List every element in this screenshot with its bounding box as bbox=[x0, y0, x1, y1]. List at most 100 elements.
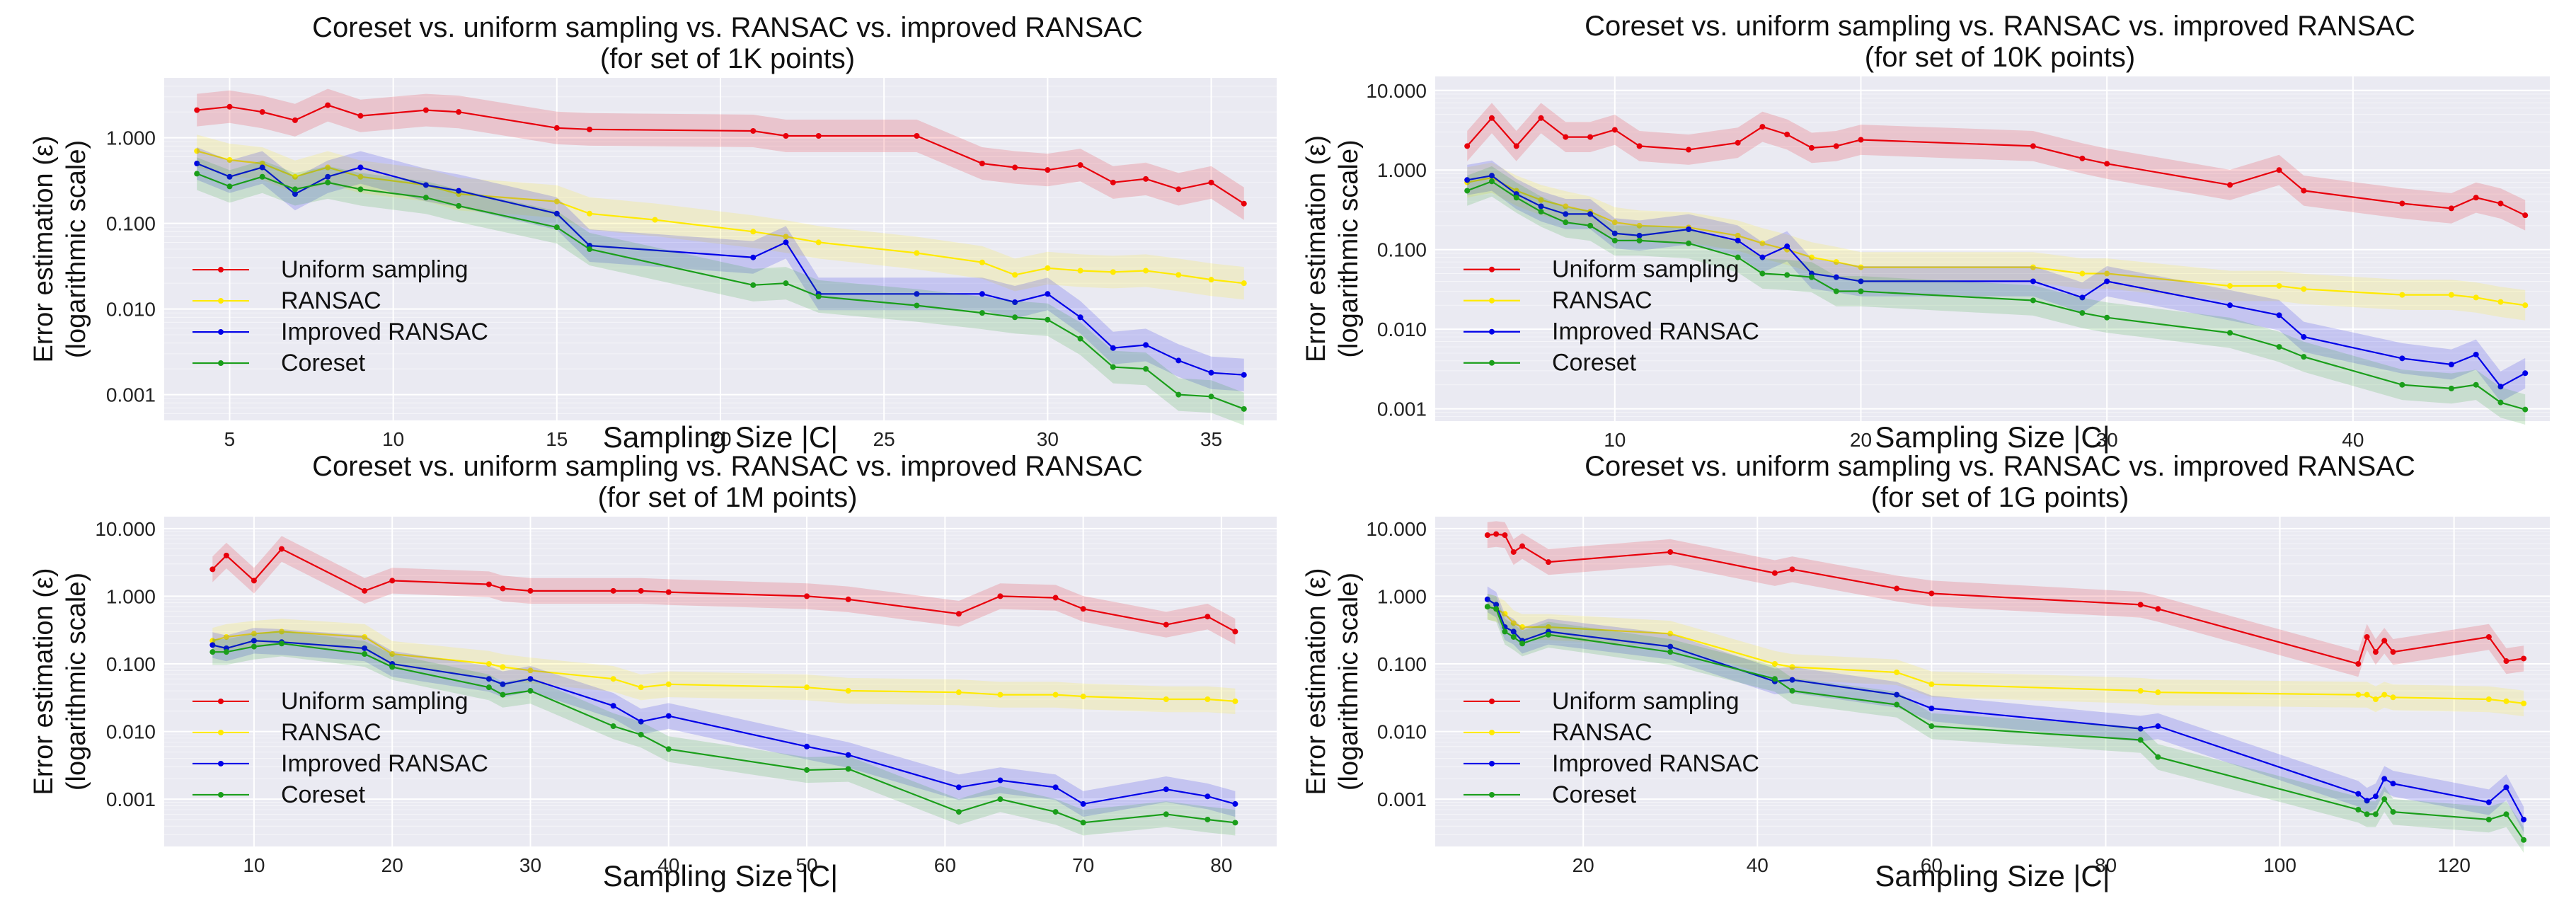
point-improved-ransac bbox=[2497, 384, 2504, 390]
point-coreset bbox=[2521, 837, 2527, 843]
point-improved-ransac bbox=[2448, 362, 2454, 368]
point-ransac bbox=[2137, 688, 2144, 694]
point-ransac bbox=[1232, 698, 1238, 704]
point-coreset bbox=[278, 641, 284, 647]
point-coreset bbox=[553, 224, 560, 231]
point-coreset bbox=[1502, 628, 1508, 635]
point-coreset bbox=[1488, 178, 1495, 185]
point-improved-ransac bbox=[750, 254, 757, 260]
point-uniform-sampling bbox=[251, 578, 257, 584]
point-improved-ransac bbox=[845, 752, 851, 758]
point-ransac bbox=[1175, 272, 1182, 278]
point-ransac bbox=[1545, 624, 1551, 631]
point-uniform-sampling bbox=[2473, 195, 2479, 201]
point-improved-ransac bbox=[2276, 312, 2282, 318]
point-uniform-sampling bbox=[209, 566, 216, 573]
x-tick-label: 30 bbox=[519, 854, 541, 876]
point-improved-ransac bbox=[2522, 370, 2529, 377]
legend: Uniform sampling RANSAC Improved RANSAC Cor… bbox=[192, 256, 488, 377]
legend: Uniform sampling RANSAC Improved RANSAC Cor… bbox=[1464, 688, 1759, 808]
point-uniform-sampling bbox=[845, 596, 851, 602]
point-ransac bbox=[1519, 624, 1526, 631]
point-uniform-sampling bbox=[914, 133, 920, 139]
point-improved-ransac bbox=[1789, 677, 1795, 683]
point-coreset bbox=[2485, 816, 2492, 822]
point-uniform-sampling bbox=[1686, 147, 1692, 153]
point-ransac bbox=[2497, 299, 2504, 305]
plot-area bbox=[164, 517, 1277, 846]
point-coreset bbox=[955, 809, 962, 815]
point-coreset bbox=[223, 649, 229, 655]
series-uniform-sampling bbox=[1464, 103, 2529, 231]
x-tick-label: 40 bbox=[2342, 429, 2364, 451]
confidence-band-uniform-sampling bbox=[1467, 103, 2526, 231]
series-coreset bbox=[209, 631, 1238, 836]
legend-label-ransac: RANSAC bbox=[1552, 287, 1652, 314]
point-ransac bbox=[1077, 268, 1083, 274]
point-uniform-sampling bbox=[1204, 614, 1211, 620]
point-coreset bbox=[2355, 806, 2362, 812]
point-improved-ransac bbox=[226, 173, 233, 180]
point-uniform-sampling bbox=[2521, 655, 2527, 662]
point-ransac bbox=[1163, 696, 1169, 702]
point-uniform-sampling bbox=[1928, 590, 1935, 597]
point-uniform-sampling bbox=[1513, 143, 1519, 149]
point-ransac bbox=[2364, 691, 2370, 698]
legend-marker-ransac bbox=[218, 729, 224, 735]
point-uniform-sampling bbox=[2137, 602, 2144, 608]
point-improved-ransac bbox=[1759, 254, 1766, 260]
point-improved-ransac bbox=[638, 718, 644, 725]
point-uniform-sampling bbox=[1636, 143, 1643, 149]
y-tick-label: 0.010 bbox=[106, 721, 156, 743]
point-ransac bbox=[251, 631, 257, 637]
point-uniform-sampling bbox=[783, 133, 789, 139]
legend-marker-uniform-sampling bbox=[218, 267, 224, 273]
point-coreset bbox=[2276, 344, 2282, 350]
point-uniform-sampling bbox=[422, 107, 429, 113]
x-tick-label: 10 bbox=[1604, 429, 1626, 451]
point-ransac bbox=[2372, 696, 2379, 702]
legend-marker-uniform-sampling bbox=[218, 698, 224, 704]
point-improved-ransac bbox=[1012, 299, 1018, 305]
point-ransac bbox=[638, 684, 644, 691]
point-coreset bbox=[362, 651, 368, 658]
point-uniform-sampling bbox=[1493, 531, 1500, 537]
point-ransac bbox=[2473, 294, 2479, 301]
point-ransac bbox=[357, 173, 364, 180]
point-ransac bbox=[2301, 286, 2307, 292]
point-coreset bbox=[527, 688, 534, 694]
point-ransac bbox=[1636, 222, 1643, 229]
point-coreset bbox=[2364, 811, 2370, 817]
point-uniform-sampling bbox=[2355, 661, 2362, 667]
line-ransac bbox=[1466, 176, 2526, 306]
point-improved-ransac bbox=[1464, 177, 1471, 183]
point-uniform-sampling bbox=[223, 552, 229, 558]
point-uniform-sampling bbox=[1484, 532, 1490, 539]
legend-label-improved-ransac: Improved RANSAC bbox=[1552, 750, 1759, 777]
point-coreset bbox=[325, 179, 331, 185]
point-improved-ransac bbox=[914, 291, 920, 297]
point-uniform-sampling bbox=[1175, 186, 1182, 193]
point-coreset bbox=[1232, 820, 1238, 826]
point-ransac bbox=[804, 684, 810, 691]
point-ransac bbox=[259, 161, 265, 166]
point-improved-ransac bbox=[500, 681, 506, 687]
legend-label-improved-ransac: Improved RANSAC bbox=[1552, 318, 1759, 345]
x-axis-label: Sampling Size |C| bbox=[603, 420, 838, 454]
y-tick-label: 0.100 bbox=[1377, 653, 1427, 675]
confidence-band-improved-ransac bbox=[1487, 586, 2524, 833]
point-coreset bbox=[1636, 237, 1643, 243]
point-uniform-sampling bbox=[2301, 188, 2307, 194]
legend-marker-uniform-sampling bbox=[1489, 698, 1495, 704]
y-tick-label: 10.000 bbox=[1366, 518, 1427, 540]
point-improved-ransac bbox=[2473, 351, 2479, 357]
point-uniform-sampling bbox=[389, 578, 396, 584]
y-axis-label: Error estimation (ε) bbox=[1301, 135, 1331, 362]
point-improved-ransac bbox=[2503, 784, 2509, 791]
point-ransac bbox=[2030, 264, 2036, 270]
series-ransac bbox=[209, 619, 1238, 714]
point-uniform-sampling bbox=[1587, 134, 1594, 140]
point-ransac bbox=[845, 688, 851, 694]
chart-subtitle: (for set of 10K points) bbox=[1865, 42, 2135, 73]
point-ransac bbox=[500, 664, 506, 670]
